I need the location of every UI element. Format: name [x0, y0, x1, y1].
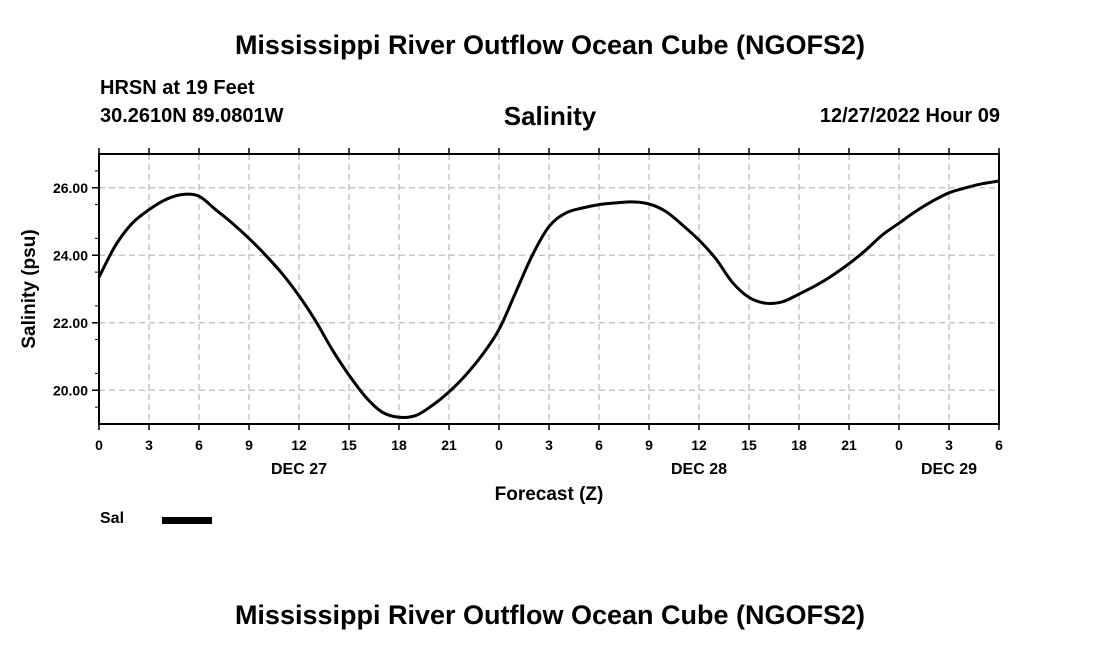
grid-lines: [99, 154, 999, 424]
forecast-run-time: 12/27/2022 Hour 09: [819, 105, 1000, 127]
x-tick-label: 18: [791, 437, 807, 453]
series-layer: [97, 179, 1000, 420]
station-name: HRSN at 19 Feet: [100, 77, 255, 99]
x-date-label: DEC 28: [671, 461, 727, 478]
axis-ticks: [92, 148, 1000, 430]
x-tick-label: 12: [691, 437, 707, 453]
station-coords: 30.2610N 89.0801W: [100, 105, 284, 127]
y-tick-label: 22.00: [53, 315, 88, 331]
x-tick-label: 3: [545, 437, 553, 453]
x-tick-label: 3: [945, 437, 953, 453]
x-tick-label: 3: [145, 437, 153, 453]
series-line-sal: [97, 179, 1000, 420]
x-axis-title: Forecast (Z): [495, 484, 604, 505]
x-tick-label: 21: [841, 437, 857, 453]
main-title: Mississippi River Outflow Ocean Cube (NG…: [234, 30, 866, 60]
x-date-label: DEC 29: [921, 461, 977, 478]
legend-line-swatch: [162, 517, 212, 524]
footer-title: Mississippi River Outflow Ocean Cube (NG…: [234, 600, 866, 630]
y-tick-label: 24.00: [53, 247, 88, 263]
x-tick-label: 6: [995, 437, 1003, 453]
plot-frame: [98, 153, 1000, 425]
x-tick-label: 21: [441, 437, 457, 453]
legend-label: Sal: [100, 510, 125, 527]
x-tick-label: 9: [245, 437, 253, 453]
x-tick-label: 6: [195, 437, 203, 453]
x-tick-label: 6: [595, 437, 603, 453]
x-tick-label: 15: [341, 437, 357, 453]
y-tick-label: 20.00: [53, 382, 88, 398]
x-tick-label: 12: [291, 437, 307, 453]
x-tick-label: 0: [495, 437, 503, 453]
chart-title: Salinity: [503, 101, 597, 131]
x-tick-label: 0: [895, 437, 903, 453]
x-tick-label: 18: [391, 437, 407, 453]
x-tick-label: 9: [645, 437, 653, 453]
y-axis-title: Salinity (psu): [19, 229, 40, 348]
y-tick-label: 26.00: [53, 180, 88, 196]
x-tick-label: 15: [741, 437, 757, 453]
x-date-label: DEC 27: [271, 461, 327, 478]
x-tick-label: 0: [95, 437, 103, 453]
axis-labels: 0 3 6 9 12 15 18 21 0 3 6 9 12 15 18 21 0 3 6 20.00 22.00 24.…: [53, 180, 1003, 478]
